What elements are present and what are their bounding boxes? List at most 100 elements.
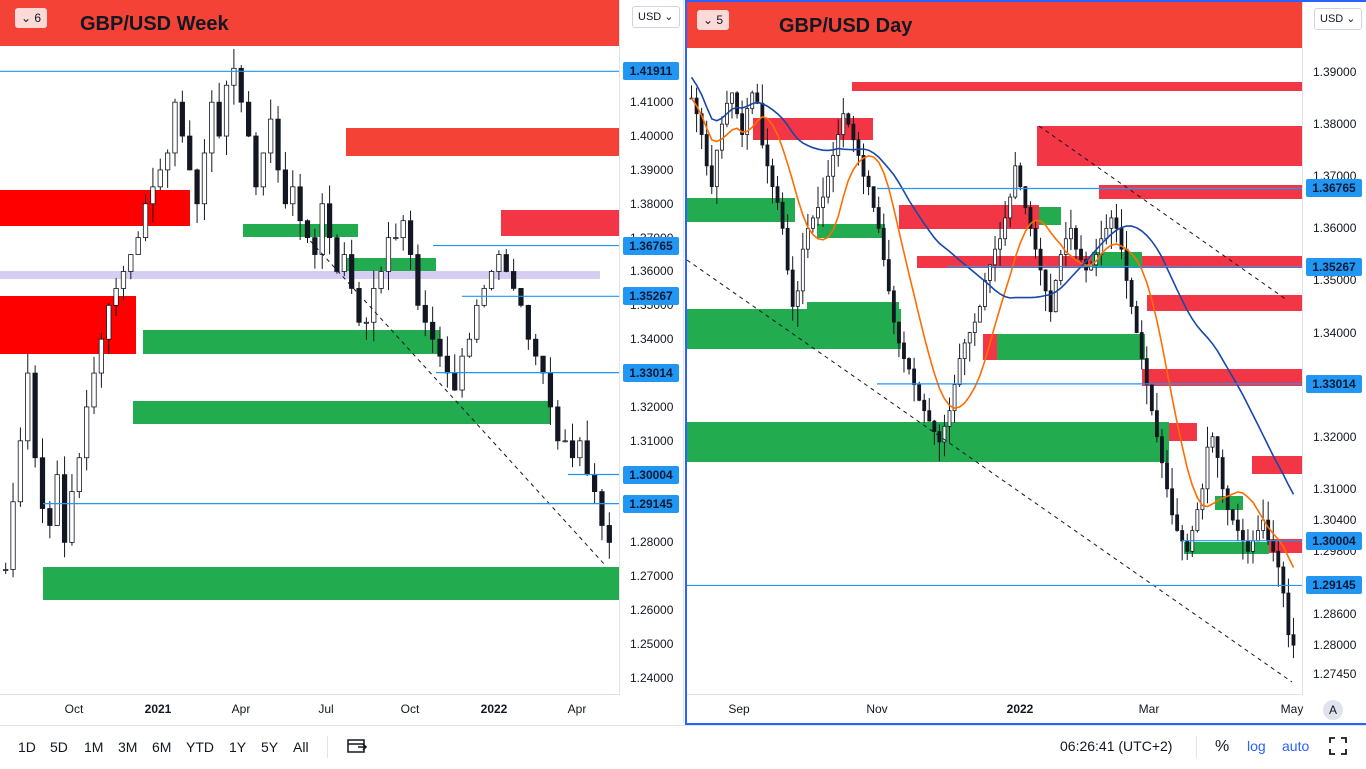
- range-5y[interactable]: 5Y: [261, 739, 279, 755]
- fullscreen-icon[interactable]: [1328, 736, 1348, 761]
- candle-body: [826, 175, 831, 198]
- supply-zone: [1037, 126, 1302, 166]
- range-6m[interactable]: 6M: [152, 739, 172, 755]
- candle-body: [1185, 540, 1190, 552]
- currency-label: USD: [638, 11, 662, 23]
- layout-badge[interactable]: ⌄ 6: [15, 8, 48, 28]
- candle-body: [1144, 358, 1149, 386]
- hatch-band: [0, 271, 600, 279]
- chart-title: GBP/USD Week: [80, 13, 229, 35]
- log-toggle[interactable]: log: [1247, 738, 1266, 754]
- candle-body: [275, 118, 281, 171]
- candle-body: [886, 259, 891, 292]
- price-tick: 1.34000: [630, 332, 674, 347]
- supply-zone: [1142, 369, 1302, 386]
- candle-body: [10, 501, 16, 570]
- demand-zone: [687, 309, 901, 349]
- level-price-label: 1.33014: [1306, 374, 1362, 393]
- candle-body: [1271, 540, 1276, 552]
- candle-body: [775, 186, 780, 203]
- candle-body: [444, 355, 450, 374]
- candle-body: [371, 288, 377, 323]
- clock-time[interactable]: 06:26:41 (UTC+2): [1060, 738, 1173, 754]
- candle-body: [599, 491, 605, 526]
- candle-body: [922, 399, 927, 412]
- currency-label: USD: [1320, 13, 1344, 25]
- range-3m[interactable]: 3M: [118, 739, 138, 755]
- candle-body: [452, 372, 458, 391]
- candle-body: [209, 101, 215, 154]
- candle-body: [871, 186, 876, 208]
- daily-chart-canvas[interactable]: [687, 2, 1302, 695]
- candle-body: [584, 440, 590, 476]
- candle-body: [304, 220, 311, 239]
- candle-body: [245, 101, 252, 137]
- candle-body: [811, 217, 815, 229]
- candle-body: [1230, 509, 1235, 521]
- layout-badge[interactable]: ⌄ 5: [697, 10, 730, 30]
- range-all[interactable]: All: [293, 739, 309, 755]
- supply-zone: [0, 190, 190, 226]
- percent-toggle[interactable]: %: [1215, 738, 1230, 755]
- weekly-chart-pane[interactable]: ⌄ 6 GBP/USD Week USD ⌄ 1.41000 1.40000 1.3…: [0, 0, 684, 723]
- moving-average-slow: [690, 76, 1295, 495]
- candle-body: [466, 338, 473, 357]
- time-tick: May: [1280, 702, 1304, 716]
- candle-body: [32, 372, 38, 459]
- price-axis[interactable]: USD ⌄ 1.410001.400001.390001.380001.3700…: [619, 0, 683, 695]
- candle-body: [1124, 248, 1129, 281]
- demand-zone: [1184, 542, 1269, 554]
- candle-body: [150, 186, 156, 205]
- time-tick: 2022: [480, 702, 508, 716]
- range-5d[interactable]: 5D: [50, 739, 68, 755]
- candle-body: [1063, 238, 1068, 255]
- candle-body: [1053, 280, 1058, 313]
- candle-body: [780, 201, 785, 229]
- candle-body: [1048, 290, 1053, 313]
- price-axis[interactable]: USD ⌄ 1.39000 1.38000 1.37000 1.36000 1.3500…: [1302, 2, 1366, 695]
- candle-body: [714, 149, 719, 188]
- candle-body: [785, 227, 790, 271]
- time-tick: 2021: [144, 702, 172, 716]
- moving-average-fast: [690, 97, 1295, 568]
- supply-zone: [983, 334, 997, 360]
- candle-body: [1033, 227, 1038, 250]
- range-ytd[interactable]: YTD: [186, 739, 214, 755]
- demand-zone: [807, 302, 899, 309]
- currency-selector[interactable]: USD ⌄: [632, 6, 680, 28]
- candle-body: [937, 431, 942, 443]
- candle-body: [179, 101, 185, 137]
- price-tick: 1.27000: [630, 569, 674, 584]
- time-axis[interactable]: Oct 2021 Apr Jul Oct 2022 Apr: [0, 694, 619, 723]
- weekly-chart-canvas[interactable]: [0, 0, 619, 695]
- candle-body: [1175, 514, 1180, 531]
- candle-body: [98, 338, 104, 374]
- candle-body: [91, 372, 97, 408]
- candle-body: [800, 248, 805, 292]
- daily-chart-pane[interactable]: ⌄ 5 GBP/USD Day USD ⌄ 1.39000 1.38000 1.37…: [685, 0, 1366, 725]
- date-range-icon[interactable]: [346, 736, 368, 761]
- candle-body: [795, 290, 800, 307]
- demand-zone: [997, 334, 1145, 360]
- auto-scale-button[interactable]: A: [1323, 700, 1343, 720]
- range-1m[interactable]: 1M: [84, 739, 104, 755]
- time-axis[interactable]: Sep Nov 2022 Mar May: [687, 694, 1304, 723]
- auto-toggle[interactable]: auto: [1282, 738, 1310, 754]
- range-1d[interactable]: 1D: [18, 739, 36, 755]
- candle-body: [437, 338, 443, 357]
- currency-selector[interactable]: USD ⌄: [1314, 8, 1362, 30]
- divider: [1196, 736, 1197, 758]
- candle-body: [1225, 488, 1230, 511]
- candle-body: [851, 123, 856, 141]
- price-tick: 1.40000: [630, 129, 674, 144]
- resistance-zone-top: [0, 0, 619, 46]
- price-tick: 1.39000: [1313, 65, 1357, 80]
- level-price-label: 1.41911: [623, 62, 679, 81]
- price-tick: 1.32000: [1313, 429, 1357, 444]
- candle-body: [699, 113, 704, 135]
- resistance-zone-top: [687, 2, 1302, 48]
- range-1y[interactable]: 1Y: [229, 739, 247, 755]
- level-price-label: 1.33014: [623, 363, 679, 382]
- candle-body: [770, 165, 775, 188]
- candle-body: [1109, 217, 1114, 229]
